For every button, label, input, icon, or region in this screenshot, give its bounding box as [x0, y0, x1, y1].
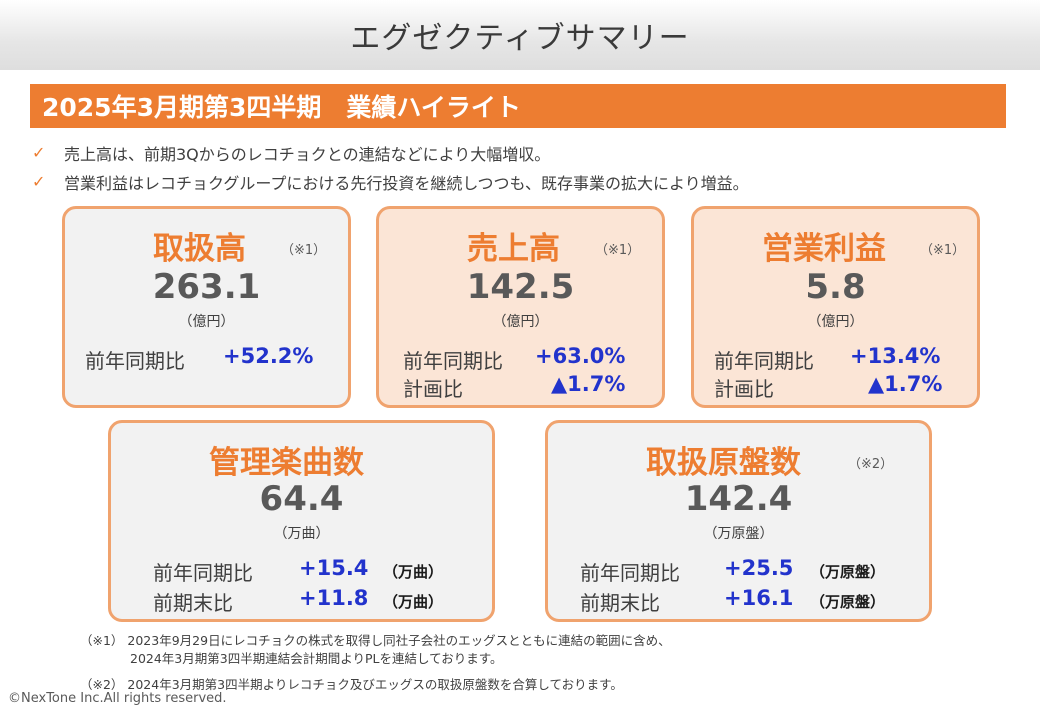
title-bar: エグゼクティブサマリー — [0, 0, 1040, 70]
prev-unit: （万原盤） — [810, 593, 886, 611]
metric-value: 263.1 — [152, 267, 261, 307]
metric-unit: （万曲） — [273, 526, 330, 542]
prev-value: +11.8 — [299, 586, 369, 610]
managed-songs-card: 管理楽曲数 64.4 （万曲） 前年同期比 +15.4 （万曲） 前期末比 +1… — [108, 420, 495, 622]
yoy-label: 前年同期比 — [714, 349, 814, 373]
bullet-text: 売上高は、前期3Qからのレコチョクとの連結などにより大幅増収。 — [64, 144, 551, 164]
note-mark: （※1） — [920, 243, 966, 258]
note-mark: （※1） — [595, 243, 641, 258]
prev-label: 前期末比 — [153, 591, 233, 615]
operating-profit-card: 営業利益 （※1） 5.8 （億円） 前年同期比 +13.4% 計画比 ▲1.7… — [691, 206, 980, 408]
metric-value: 64.4 — [259, 479, 344, 519]
section-banner: 2025年3月期第3四半期 業績ハイライト — [30, 84, 1006, 128]
handling-volume-card: 取扱高 （※1） 263.1 （億円） 前年同期比 +52.2% — [62, 206, 351, 408]
plan-value: ▲1.7% — [551, 372, 626, 396]
yoy-unit: （万原盤） — [810, 563, 886, 581]
check-icon: ✓ — [32, 143, 46, 162]
prev-label: 前期末比 — [580, 591, 660, 615]
yoy-value: +25.5 — [724, 556, 794, 580]
plan-value: ▲1.7% — [868, 372, 943, 396]
revenue-card: 売上高 （※1） 142.5 （億円） 前年同期比 +63.0% 計画比 ▲1.… — [376, 206, 665, 408]
copyright: ©NexTone Inc.All rights reserved. — [8, 691, 227, 706]
yoy-value: +15.4 — [299, 556, 369, 580]
plan-label: 計画比 — [714, 377, 774, 401]
metric-value: 142.5 — [466, 267, 575, 307]
footnote-1: （※1） 2023年9月29日にレコチョクの株式を取得し同社子会社のエッグスとと… — [80, 633, 671, 648]
yoy-label: 前年同期比 — [403, 349, 503, 373]
card-title: 売上高 — [467, 231, 560, 267]
metric-unit: （万原盤） — [703, 526, 774, 542]
yoy-label: 前年同期比 — [85, 349, 185, 373]
yoy-value: +63.0% — [535, 344, 626, 368]
card-title: 営業利益 — [762, 231, 886, 267]
yoy-label: 前年同期比 — [580, 561, 680, 585]
yoy-label: 前年同期比 — [153, 561, 253, 585]
note-mark: （※1） — [281, 243, 327, 258]
footnote-2: （※2） 2024年3月期第3四半期よりレコチョク及びエッグスの取扱原盤数を合算… — [80, 677, 623, 692]
note-mark: （※2） — [848, 457, 894, 472]
prev-unit: （万曲） — [383, 593, 444, 611]
metric-value: 5.8 — [805, 267, 866, 307]
card-title: 取扱高 — [153, 231, 246, 267]
masters-card: 取扱原盤数 （※2） 142.4 （万原盤） 前年同期比 +25.5 （万原盤）… — [545, 420, 932, 622]
bullet-item: ✓ 営業利益はレコチョクグループにおける先行投資を継続しつつも、既存事業の拡大に… — [30, 167, 1010, 196]
yoy-value: +52.2% — [223, 344, 314, 368]
yoy-unit: （万曲） — [383, 563, 444, 581]
plan-label: 計画比 — [403, 377, 463, 401]
footnotes: （※1） 2023年9月29日にレコチョクの株式を取得し同社子会社のエッグスとと… — [80, 630, 671, 692]
metric-unit: （億円） — [178, 314, 235, 330]
card-title: 管理楽曲数 — [209, 445, 364, 481]
bullet-text: 営業利益はレコチョクグループにおける先行投資を継続しつつも、既存事業の拡大により… — [64, 173, 749, 193]
bullet-list: ✓ 売上高は、前期3Qからのレコチョクとの連結などにより大幅増収。 ✓ 営業利益… — [30, 138, 1010, 196]
check-icon: ✓ — [32, 172, 46, 191]
bullet-item: ✓ 売上高は、前期3Qからのレコチョクとの連結などにより大幅増収。 — [30, 138, 1010, 167]
page-title: エグゼクティブサマリー — [350, 21, 690, 56]
footnote-1-continued: 2024年3月期第3四半期連結会計期間よりPLを連結しております。 — [130, 651, 503, 666]
prev-value: +16.1 — [724, 586, 794, 610]
card-title: 取扱原盤数 — [646, 445, 801, 481]
metric-unit: （億円） — [807, 314, 864, 330]
metric-value: 142.4 — [684, 479, 793, 519]
metric-unit: （億円） — [492, 314, 549, 330]
yoy-value: +13.4% — [850, 344, 941, 368]
